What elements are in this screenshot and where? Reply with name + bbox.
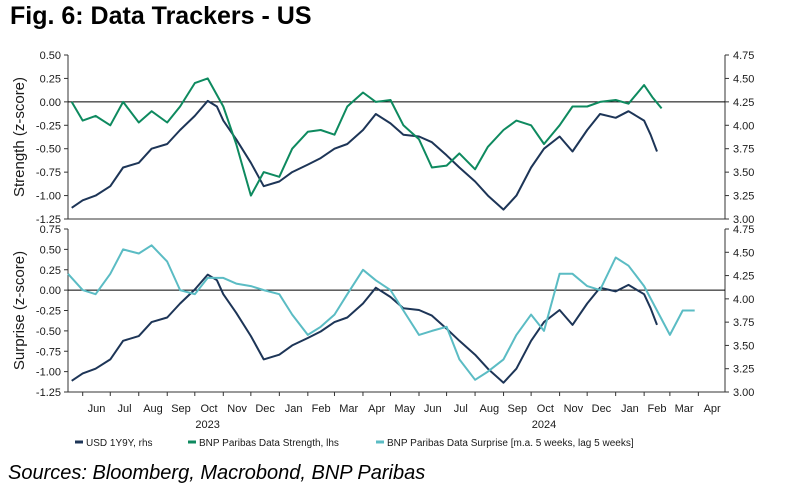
month-label: Apr (368, 403, 385, 415)
y-axis-title: Strength (z-score) (11, 77, 28, 197)
strength-panel: 0.50 0.25 0.00 -0.25 -0.50 -0.75 -1.00 -1.25 4.7… (11, 50, 754, 226)
left-tick-label: -1.25 (36, 214, 61, 226)
right-tick-label: 4.50 (733, 73, 754, 85)
series-line-usd-1y9y (71, 99, 658, 211)
legend: USD 1Y9Y, rhs BNP Paribas Data Strength, … (75, 438, 634, 449)
month-label: Jan (621, 403, 639, 415)
month-label: Apr (704, 403, 721, 415)
month-label: Sep (508, 403, 528, 415)
year-label: 2024 (532, 419, 556, 431)
x-axis: Jun Jul Aug Sep Oct Nov Dec Jan Feb Mar Apr May Jun J… (68, 391, 725, 431)
left-tick-label: -0.75 (36, 167, 61, 179)
left-tick-label: -1.00 (36, 191, 61, 203)
right-tick-label: 4.00 (733, 294, 754, 306)
right-tick-label: 3.00 (733, 387, 754, 399)
sources-note: Sources: Bloomberg, Macrobond, BNP Parib… (8, 462, 426, 484)
series-line-usd-1y9y (71, 273, 658, 384)
legend-label: BNP Paribas Data Strength, lhs (199, 438, 339, 449)
right-tick-label: 3.50 (733, 167, 754, 179)
left-tick-label: 0.50 (40, 50, 61, 62)
month-label: Nov (564, 403, 584, 415)
legend-label: BNP Paribas Data Surprise [m.a. 5 weeks,… (387, 438, 634, 449)
month-label: Aug (480, 403, 500, 415)
left-tick-label: -0.50 (36, 326, 61, 338)
right-tick-label: 3.75 (733, 317, 754, 329)
left-tick-label: 0.75 (40, 224, 61, 236)
right-tick-label: 4.25 (733, 97, 754, 109)
y-axis-title: Surprise (z-score) (11, 251, 28, 370)
month-label: Jun (424, 403, 442, 415)
left-tick-label: -0.25 (36, 120, 61, 132)
right-tick-label: 4.00 (733, 120, 754, 132)
month-label: Jul (454, 403, 468, 415)
left-tick-label: 0.50 (40, 244, 61, 256)
month-label: Dec (592, 403, 612, 415)
month-label: Sep (171, 403, 191, 415)
left-tick-label: 0.25 (40, 265, 61, 277)
series-line-data-strength (70, 77, 663, 197)
series-line-data-surprise (67, 244, 695, 381)
right-tick-label: 3.50 (733, 340, 754, 352)
left-tick-label: 0.25 (40, 73, 61, 85)
month-label: Mar (339, 403, 358, 415)
surprise-panel: 0.75 0.50 0.25 0.00 -0.25 -0.50 -0.75 -1.00 -1.2… (11, 224, 754, 399)
left-tick-label: -1.25 (36, 387, 61, 399)
month-label: Oct (200, 403, 217, 415)
month-label: Dec (255, 403, 275, 415)
right-tick-label: 3.25 (733, 364, 754, 376)
left-tick-label: -0.25 (36, 306, 61, 318)
month-label: May (394, 403, 415, 415)
month-label: Nov (227, 403, 247, 415)
figure-title: Fig. 6: Data Trackers - US (10, 2, 312, 30)
year-label: 2023 (195, 419, 219, 431)
left-tick-label: -0.75 (36, 346, 61, 358)
right-tick-label: 4.75 (733, 224, 754, 236)
month-label: Aug (143, 403, 163, 415)
left-tick-label: -0.50 (36, 144, 61, 156)
left-tick-label: -1.00 (36, 367, 61, 379)
month-label: Jul (117, 403, 131, 415)
month-label: Feb (312, 403, 331, 415)
right-tick-label: 3.25 (733, 191, 754, 203)
month-label: Oct (537, 403, 554, 415)
month-label: Jun (88, 403, 106, 415)
right-tick-label: 4.50 (733, 247, 754, 259)
legend-label: USD 1Y9Y, rhs (86, 438, 153, 449)
right-tick-label: 4.25 (733, 271, 754, 283)
right-tick-label: 3.75 (733, 144, 754, 156)
right-tick-label: 3.00 (733, 214, 754, 226)
left-tick-label: 0.00 (40, 97, 61, 109)
left-tick-label: 0.00 (40, 285, 61, 297)
month-label: Jan (285, 403, 303, 415)
month-label: Mar (675, 403, 694, 415)
month-label: Feb (648, 403, 667, 415)
right-tick-label: 4.75 (733, 50, 754, 62)
